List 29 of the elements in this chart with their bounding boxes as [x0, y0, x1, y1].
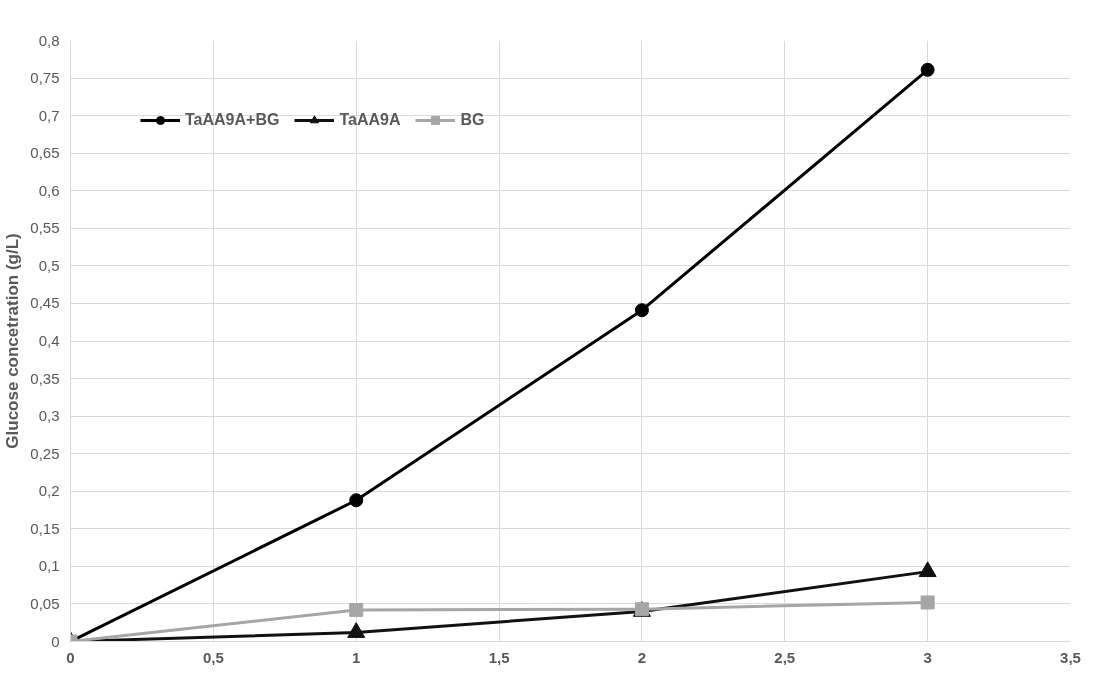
x-tick-label: 2: [637, 648, 647, 666]
legend-label: BG: [460, 111, 485, 129]
x-tick-label: 0,5: [202, 648, 224, 666]
y-tick-label: 0,25: [30, 444, 60, 462]
y-tick-label: 0,35: [30, 369, 60, 387]
y-tick-label: 0,7: [38, 106, 60, 124]
y-tick-label: 0,45: [30, 294, 60, 312]
y-tick-label: 0,5: [38, 256, 60, 274]
x-tick-label: 1: [352, 648, 361, 666]
x-tick-label: 3: [923, 648, 932, 666]
legend-label: TaAA9A: [339, 111, 401, 129]
y-tick-label: 0,3: [38, 407, 60, 425]
y-tick-label: 0,2: [38, 482, 60, 500]
y-tick-label: 0,55: [30, 219, 60, 237]
y-tick-label: 0,75: [30, 69, 60, 87]
legend-label: TaAA9A+BG: [185, 111, 280, 129]
y-tick-label: 0,65: [30, 144, 60, 162]
y-tick-label: 0: [51, 632, 60, 650]
y-tick-label: 0,15: [30, 519, 60, 537]
y-tick-label: 0,1: [38, 557, 60, 575]
x-tick-label: 0: [66, 648, 75, 666]
y-axis-title: Glucose concetration (g/L): [3, 233, 23, 449]
y-tick-label: 0,4: [38, 332, 60, 349]
y-tick-label: 0,6: [38, 181, 60, 199]
y-tick-label: 0,05: [30, 594, 60, 612]
x-tick-label: 3,5: [1060, 648, 1081, 666]
x-tick-label: 1,5: [488, 648, 510, 666]
y-tick-label: 0,8: [38, 31, 60, 49]
x-tick-label: 2,5: [774, 648, 796, 666]
